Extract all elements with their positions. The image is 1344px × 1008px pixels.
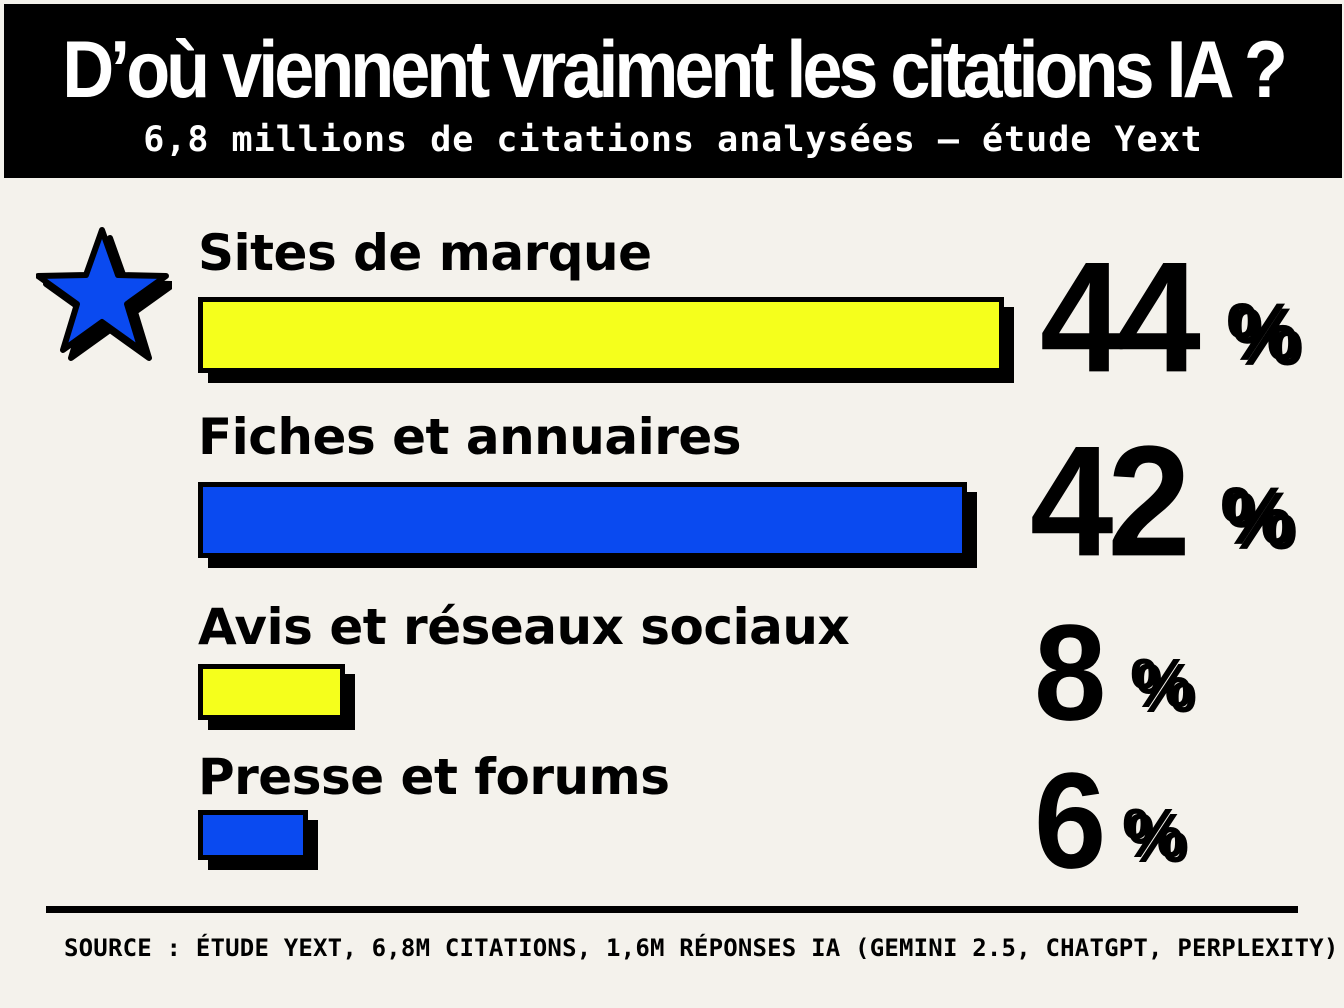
page-subtitle: 6,8 millions de citations analysées — ét… <box>143 120 1203 160</box>
category-label: Sites de marque <box>198 224 652 282</box>
value-label: 44 <box>1040 228 1201 405</box>
percent-sign: % <box>1220 471 1293 562</box>
value-label: 8 <box>1034 595 1106 749</box>
category-label: Presse et forums <box>198 748 670 806</box>
category-label: Fiches et annuaires <box>198 408 742 466</box>
value-label: 6 <box>1034 743 1106 897</box>
footer-divider <box>46 906 1298 913</box>
percent-sign: % <box>1130 644 1192 722</box>
percent-sign: % <box>1226 287 1299 378</box>
category-label: Avis et réseaux sociaux <box>198 598 850 656</box>
title-banner: D’où viennent vraiment les citations IA … <box>4 4 1342 178</box>
bar <box>198 297 1004 373</box>
percent-sign: % <box>1122 794 1184 872</box>
bar <box>198 664 345 720</box>
star-face <box>36 227 169 353</box>
value-label: 42 <box>1030 412 1191 589</box>
star-icon <box>36 227 172 361</box>
bar <box>198 810 308 860</box>
bar <box>198 482 967 558</box>
source-note: SOURCE : ÉTUDE YEXT, 6,8M CITATIONS, 1,6… <box>64 934 1339 962</box>
page-title: D’où viennent vraiment les citations IA … <box>62 25 1288 115</box>
